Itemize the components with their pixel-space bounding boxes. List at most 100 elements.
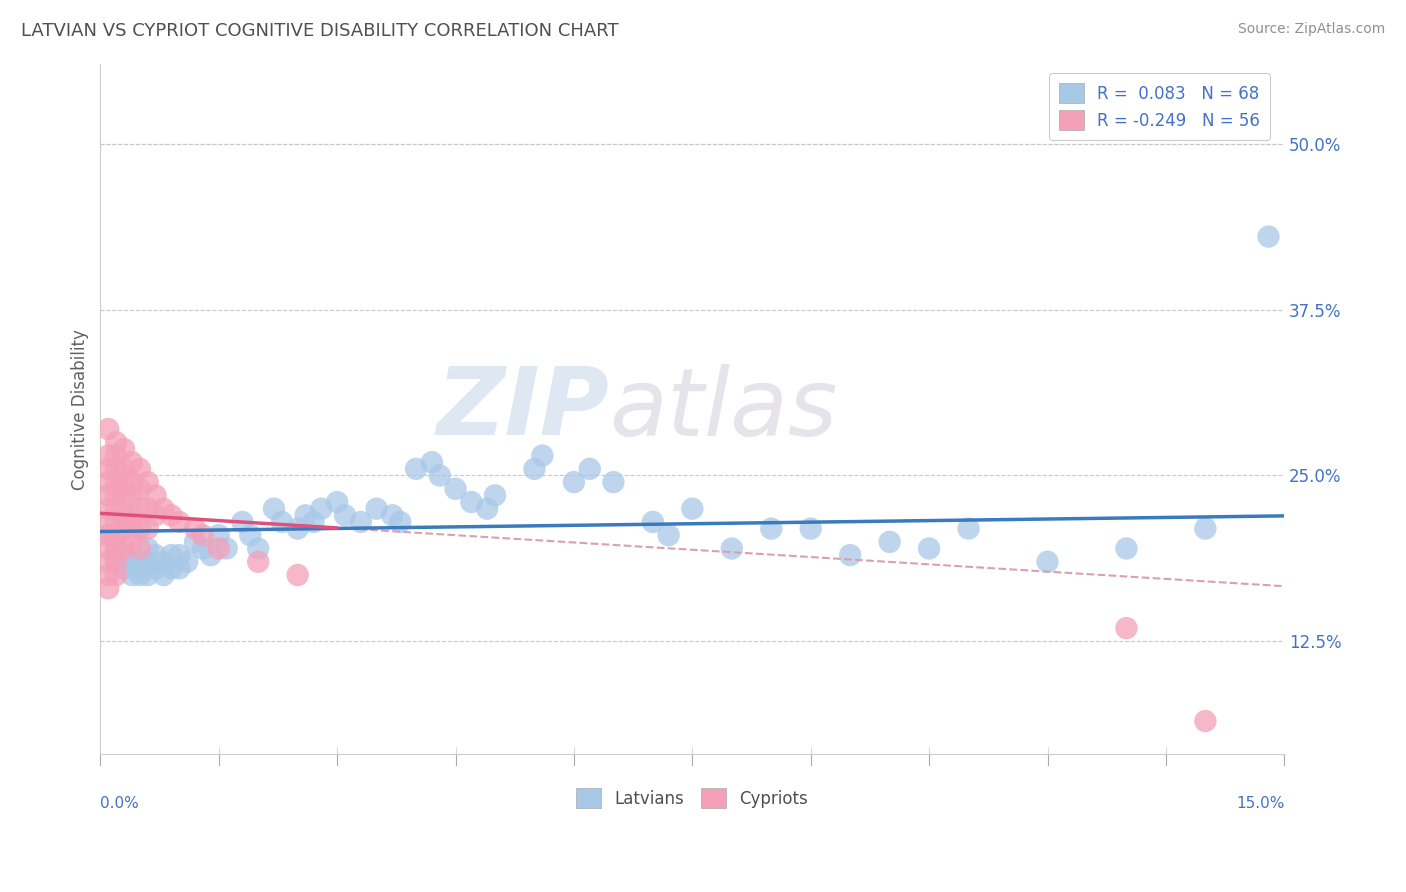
Point (247, 541, 270, 556)
Point (121, 555, 143, 569)
Point (105, 435, 128, 450)
Point (97, 515, 120, 529)
Point (121, 534, 143, 549)
Point (484, 488, 506, 502)
Point (97, 568, 120, 582)
Point (1115, 541, 1137, 556)
Point (112, 548, 135, 562)
Point (112, 462, 135, 476)
Point (152, 568, 174, 582)
Point (105, 462, 128, 476)
Point (381, 508, 404, 523)
Point (333, 508, 356, 523)
Point (136, 475, 159, 490)
Point (105, 541, 128, 556)
Point (105, 541, 128, 556)
Point (294, 508, 316, 523)
Text: ZIP: ZIP (437, 363, 609, 455)
Point (160, 548, 183, 562)
Point (326, 495, 349, 509)
Text: atlas: atlas (609, 364, 838, 455)
Point (602, 475, 624, 490)
Point (121, 568, 143, 582)
Point (169, 548, 191, 562)
Point (366, 501, 388, 516)
Point (879, 534, 901, 549)
Point (105, 555, 128, 569)
Point (215, 541, 238, 556)
Point (136, 555, 159, 569)
Point (121, 522, 143, 536)
Point (444, 482, 467, 496)
Point (105, 449, 128, 463)
Point (460, 495, 482, 509)
Point (578, 462, 600, 476)
Point (200, 548, 222, 562)
Point (112, 508, 135, 523)
Point (389, 515, 412, 529)
Point (302, 515, 325, 529)
Text: Source: ZipAtlas.com: Source: ZipAtlas.com (1237, 22, 1385, 37)
Point (97, 488, 120, 502)
Point (263, 501, 285, 516)
Point (112, 541, 135, 556)
Point (350, 515, 373, 529)
Point (231, 515, 253, 529)
Point (97, 582, 120, 596)
Point (720, 541, 742, 556)
Point (136, 541, 159, 556)
Point (169, 515, 191, 529)
Point (112, 475, 135, 490)
Point (97, 462, 120, 476)
Point (112, 488, 135, 502)
Point (405, 462, 427, 476)
Point (97, 541, 120, 556)
Point (97, 501, 120, 516)
Point (112, 561, 135, 575)
Point (97, 422, 120, 436)
Legend: Latvians, Cypriots: Latvians, Cypriots (569, 781, 815, 815)
Point (160, 561, 183, 575)
Point (191, 541, 214, 556)
Point (128, 522, 150, 536)
Point (429, 468, 451, 483)
Point (1115, 621, 1137, 635)
Point (247, 555, 270, 569)
Point (128, 561, 150, 575)
Point (145, 508, 167, 523)
Point (145, 561, 167, 575)
Point (562, 475, 585, 490)
Point (112, 522, 135, 536)
Point (169, 561, 191, 575)
Point (184, 534, 207, 549)
Point (918, 541, 941, 556)
Point (121, 455, 143, 469)
Point (839, 548, 862, 562)
Point (287, 522, 309, 536)
Point (311, 501, 333, 516)
Point (145, 548, 167, 562)
Point (105, 555, 128, 569)
Point (761, 522, 783, 536)
Point (957, 522, 980, 536)
Point (136, 501, 159, 516)
Point (145, 488, 167, 502)
Point (1257, 229, 1279, 244)
Point (800, 522, 823, 536)
Point (475, 501, 498, 516)
Point (1194, 714, 1216, 728)
Point (105, 488, 128, 502)
Point (97, 528, 120, 542)
Point (176, 555, 198, 569)
Text: 0.0%: 0.0% (100, 796, 139, 811)
Point (121, 508, 143, 523)
Text: LATVIAN VS CYPRIOT COGNITIVE DISABILITY CORRELATION CHART: LATVIAN VS CYPRIOT COGNITIVE DISABILITY … (21, 22, 619, 40)
Point (641, 515, 664, 529)
Point (1194, 522, 1216, 536)
Point (128, 501, 150, 516)
Point (523, 462, 546, 476)
Point (184, 522, 207, 536)
Point (208, 528, 231, 542)
Y-axis label: Cognitive Disability: Cognitive Disability (72, 328, 89, 490)
Point (239, 528, 262, 542)
